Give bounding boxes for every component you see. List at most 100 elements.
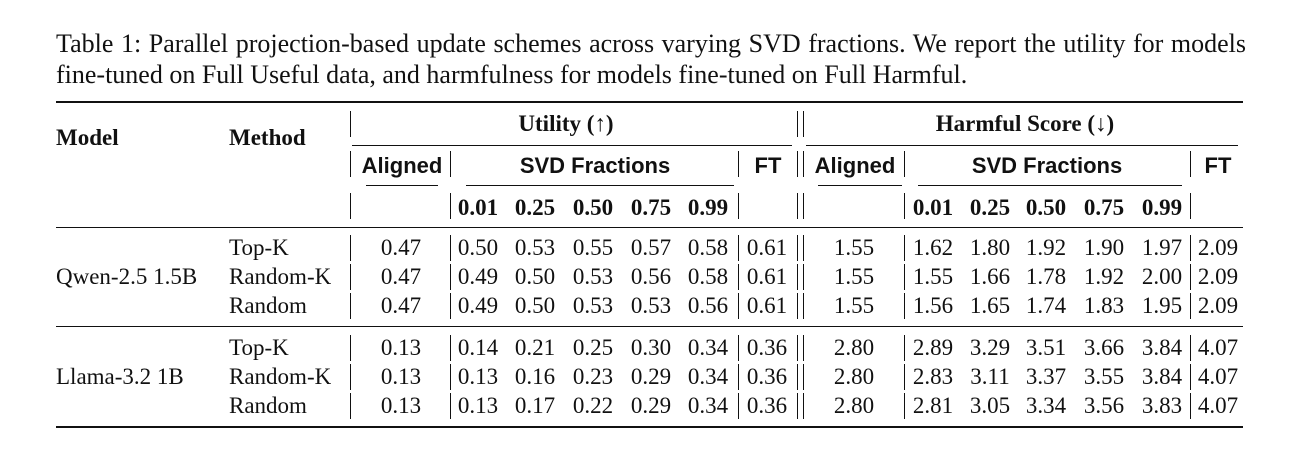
method-name: Top-K — [229, 335, 289, 360]
utility-svd-cell: 0.14 — [457, 335, 499, 360]
harmful-svd-cell: 1.80 — [969, 235, 1011, 260]
utility-svd-cell: 0.34 — [687, 364, 729, 389]
utility-svd-cell: 0.17 — [514, 393, 556, 418]
harmful-svd-cell: 2.83 — [912, 364, 954, 389]
row-vsep — [1190, 293, 1192, 319]
harmful-svd-cell: 3.05 — [969, 393, 1011, 418]
row-vsep — [1190, 393, 1192, 419]
harmful-svd-cell: 3.29 — [969, 335, 1011, 360]
row-vsep — [803, 364, 805, 390]
harmful-svd-cell: 2.00 — [1141, 264, 1183, 289]
row-vsep — [350, 293, 352, 319]
utility-svd-cell: 0.53 — [572, 264, 614, 289]
harmful-svd-cell: 1.56 — [912, 293, 954, 318]
method-name: Random — [229, 393, 307, 418]
utility-svd-cell: 0.30 — [630, 335, 672, 360]
row-vsep — [738, 235, 740, 261]
harmful-ft-cell: 2.09 — [1197, 235, 1239, 260]
harmful-svd-cell: 2.81 — [912, 393, 954, 418]
row-vsep — [904, 364, 906, 390]
utility-svd-cell: 0.53 — [514, 235, 556, 260]
header-utility-fraction: 0.50 — [572, 195, 614, 220]
utility-ft-cell: 0.36 — [746, 364, 788, 389]
row-vsep — [797, 235, 799, 261]
h-aligned-underline — [818, 185, 902, 187]
row-vsep — [803, 264, 805, 290]
mid-rule-2 — [56, 326, 1243, 328]
row-vsep — [350, 335, 352, 361]
utility-aligned-cell: 0.13 — [380, 393, 422, 418]
utility-svd-cell: 0.56 — [630, 264, 672, 289]
vsep-h-u-svd-l — [450, 193, 452, 219]
row-vsep — [350, 364, 352, 390]
utility-ft-cell: 0.61 — [746, 235, 788, 260]
harmful-svd-cell: 1.90 — [1083, 235, 1125, 260]
utility-svd-cell: 0.58 — [687, 235, 729, 260]
row-vsep — [450, 335, 452, 361]
utility-svd-cell: 0.21 — [514, 335, 556, 360]
vsep-h-h-aligned-r — [904, 151, 906, 177]
utility-svd-cell: 0.49 — [457, 264, 499, 289]
utility-svd-cell: 0.53 — [572, 293, 614, 318]
harmful-svd-cell: 1.97 — [1141, 235, 1183, 260]
utility-ft-cell: 0.36 — [746, 335, 788, 360]
vsep-h-u-svd-r — [738, 193, 740, 219]
u-svd-underline — [466, 185, 734, 187]
utility-aligned-cell: 0.47 — [380, 235, 422, 260]
utility-aligned-cell: 0.13 — [380, 364, 422, 389]
harmful-svd-cell: 1.55 — [912, 264, 954, 289]
row-vsep — [803, 235, 805, 261]
row-vsep — [797, 335, 799, 361]
header-utility-fraction: 0.01 — [457, 195, 499, 220]
caption-label: Table 1: — [56, 29, 142, 58]
row-vsep — [350, 264, 352, 290]
harmful-underline — [806, 145, 1238, 147]
u-aligned-underline — [366, 185, 438, 187]
harmful-svd-cell: 3.51 — [1025, 335, 1067, 360]
harmful-svd-cell: 3.84 — [1141, 364, 1183, 389]
header-harmful-fraction: 0.25 — [969, 195, 1011, 220]
vsep-h-mid-a-0 — [797, 151, 799, 177]
vsep-h-h-svd-r — [1190, 193, 1192, 219]
vsep-h-mid-b-0 — [803, 151, 805, 177]
utility-svd-cell: 0.22 — [572, 393, 614, 418]
row-vsep — [797, 364, 799, 390]
harmful-aligned-cell: 2.80 — [833, 364, 875, 389]
utility-ft-cell: 0.36 — [746, 393, 788, 418]
harmful-aligned-cell: 2.80 — [833, 393, 875, 418]
harmful-svd-cell: 3.55 — [1083, 364, 1125, 389]
vsep-h-h-ft-l — [1190, 151, 1192, 177]
vsep-h-u-aligned-r — [450, 151, 452, 177]
vsep-h-mid-b-1 — [803, 193, 805, 219]
harmful-svd-cell: 3.84 — [1141, 335, 1183, 360]
utility-svd-cell: 0.53 — [630, 293, 672, 318]
harmful-ft-cell: 4.07 — [1197, 335, 1239, 360]
row-vsep — [738, 264, 740, 290]
utility-svd-cell: 0.56 — [687, 293, 729, 318]
harmful-svd-cell: 3.83 — [1141, 393, 1183, 418]
bottom-rule — [56, 426, 1243, 429]
harmful-svd-cell: 1.95 — [1141, 293, 1183, 318]
row-vsep — [450, 393, 452, 419]
header-harmful-fraction: 0.50 — [1025, 195, 1067, 220]
harmful-svd-cell: 1.92 — [1025, 235, 1067, 260]
header-utility-fraction: 0.75 — [630, 195, 672, 220]
row-vsep — [797, 393, 799, 419]
utility-svd-cell: 0.58 — [687, 264, 729, 289]
top-rule — [56, 101, 1243, 104]
harmful-svd-cell: 3.34 — [1025, 393, 1067, 418]
header-harmful-fraction: 0.75 — [1083, 195, 1125, 220]
harmful-aligned-cell: 2.80 — [833, 335, 875, 360]
row-vsep — [1190, 235, 1192, 261]
harmful-svd-cell: 3.37 — [1025, 364, 1067, 389]
vsep-mid-a — [797, 111, 799, 137]
vsep-h-mid-a-1 — [797, 193, 799, 219]
vsep-utility-left — [350, 111, 352, 137]
harmful-svd-cell: 3.11 — [970, 364, 1010, 389]
column-header-model: Model — [56, 125, 119, 150]
utility-svd-cell: 0.25 — [572, 335, 614, 360]
harmful-svd-cell: 1.74 — [1025, 293, 1067, 318]
harmful-svd-cell: 3.56 — [1083, 393, 1125, 418]
vsep-h-u-left-0 — [350, 151, 352, 177]
utility-svd-cell: 0.16 — [514, 364, 556, 389]
